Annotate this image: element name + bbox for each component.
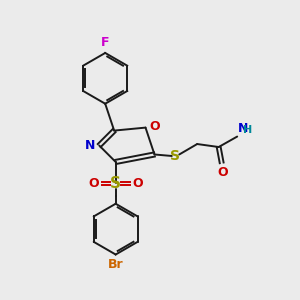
Text: N: N: [85, 139, 95, 152]
Text: S: S: [110, 176, 121, 191]
Text: N: N: [238, 122, 248, 135]
Text: Br: Br: [108, 258, 124, 271]
Text: O: O: [150, 120, 160, 133]
Text: S: S: [170, 149, 180, 163]
Text: O: O: [132, 177, 143, 190]
Text: O: O: [217, 167, 228, 179]
Text: O: O: [88, 177, 99, 190]
Text: F: F: [101, 36, 110, 50]
Text: H: H: [243, 125, 252, 135]
